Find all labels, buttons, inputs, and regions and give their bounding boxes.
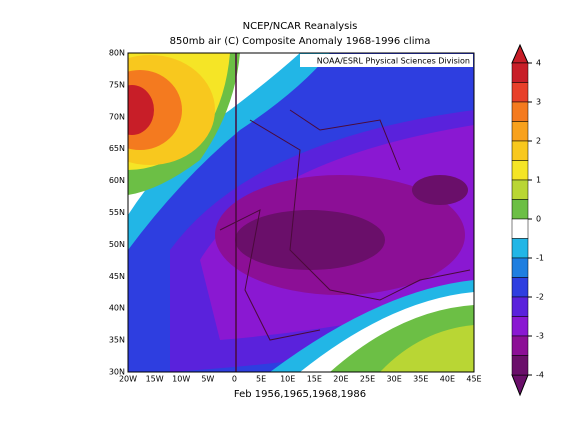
colorbar-label: -4	[536, 371, 544, 380]
lat-label: 50N	[109, 240, 125, 249]
colorbar-label: 2	[536, 137, 541, 146]
colorbar-band	[511, 335, 529, 356]
lat-label: 40N	[109, 304, 125, 313]
lon-label: 15W	[146, 375, 164, 384]
lon-label: 30E	[387, 375, 402, 384]
credit: NOAA/ESRL Physical Sciences Division	[317, 57, 470, 66]
map-frame	[127, 52, 475, 373]
lat-label: 70N	[109, 112, 125, 121]
lat-label: 55N	[109, 208, 125, 217]
lon-label: 5E	[256, 375, 266, 384]
colorbar-band	[511, 355, 529, 376]
colorbar-band	[511, 218, 529, 239]
lon-label: 20W	[119, 375, 137, 384]
lon-label: 25E	[360, 375, 375, 384]
colorbar-band	[511, 82, 529, 103]
caption: Feb 1956,1965,1968,1986	[234, 389, 366, 400]
colorbar-label: 3	[536, 98, 541, 107]
lat-label: 30N	[109, 368, 125, 377]
colorbar-band	[511, 238, 529, 259]
colorbar-band	[511, 179, 529, 200]
colorbar-label: 0	[536, 215, 541, 224]
colorbar-band	[511, 62, 529, 83]
subtitle: 850mb air (C) Composite Anomaly 1968-199…	[170, 36, 431, 47]
colorbar-label: -3	[536, 332, 544, 341]
colorbar-band	[511, 160, 529, 181]
lon-label: 10E	[280, 375, 295, 384]
colorbar-band	[511, 316, 529, 337]
lon-label: 15E	[307, 375, 322, 384]
colorbar-band	[511, 101, 529, 122]
colorbar-band	[511, 199, 529, 220]
lat-label: 80N	[109, 49, 125, 58]
lat-label: 65N	[109, 144, 125, 153]
colorbar-band	[511, 121, 529, 142]
colorbar-band	[511, 277, 529, 298]
lon-label: 10W	[172, 375, 190, 384]
anomaly-field	[128, 53, 474, 372]
colorbar-band	[511, 296, 529, 317]
colorbar-end	[511, 43, 529, 64]
title: NCEP/NCAR Reanalysis	[243, 21, 358, 32]
colorbar-band	[511, 140, 529, 161]
lon-label: 35E	[413, 375, 428, 384]
colorbar-band	[511, 257, 529, 278]
colorbar-label: -2	[536, 293, 544, 302]
colorbar-end	[511, 374, 529, 397]
colorbar-label: 4	[536, 59, 541, 68]
colorbar-label: 1	[536, 176, 541, 185]
lon-label: 0	[232, 375, 237, 384]
lat-label: 35N	[109, 336, 125, 345]
lat-label: 60N	[109, 176, 125, 185]
lon-label: 40E	[440, 375, 455, 384]
colorbar-label: -1	[536, 254, 544, 263]
lon-label: 20E	[333, 375, 348, 384]
lat-label: 45N	[109, 272, 125, 281]
credit-box	[300, 54, 473, 67]
lon-label: 45E	[466, 375, 481, 384]
lon-label: 5W	[201, 375, 214, 384]
lat-label: 75N	[109, 80, 125, 89]
